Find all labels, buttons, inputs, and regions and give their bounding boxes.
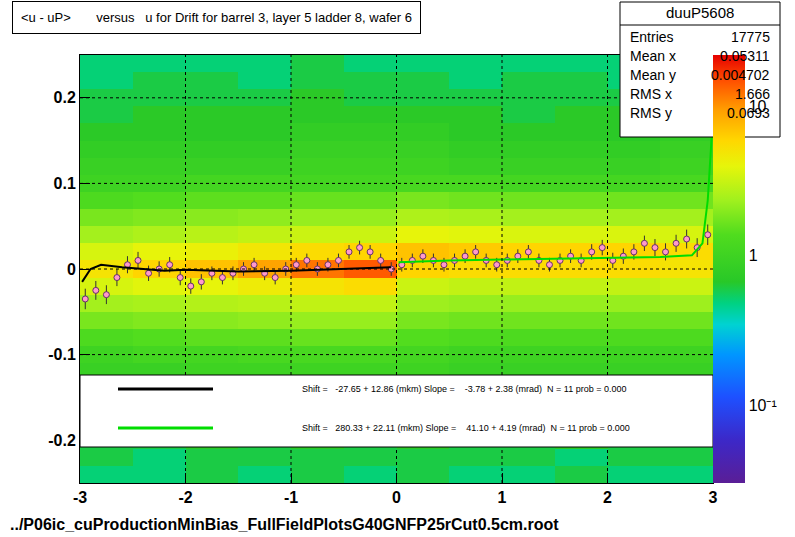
svg-text:Mean x: Mean x xyxy=(630,48,676,64)
svg-text:Mean y: Mean y xyxy=(630,67,676,83)
svg-text:17775: 17775 xyxy=(731,29,770,45)
svg-text:-3: -3 xyxy=(73,489,87,506)
svg-text:0: 0 xyxy=(392,489,401,506)
svg-text:<u - uP> versus u for: <u - uP> versus u for Drift for barrel 3… xyxy=(21,10,412,25)
svg-text:0.0693: 0.0693 xyxy=(727,105,770,121)
svg-text:1.666: 1.666 xyxy=(735,86,770,102)
svg-text:0: 0 xyxy=(67,261,76,278)
svg-text:-0.2: -0.2 xyxy=(48,432,76,449)
svg-text:duuP5608: duuP5608 xyxy=(666,4,734,21)
svg-text:../P06ic_cuProductionMinBias_F: ../P06ic_cuProductionMinBias_FullFieldPl… xyxy=(10,516,559,533)
svg-text:0.2: 0.2 xyxy=(54,89,76,106)
svg-text:Shift = 280.33 + 22.11 (mkm): Shift = 280.33 + 22.11 (mkm) Slope = 41.… xyxy=(302,423,630,433)
svg-text:-2: -2 xyxy=(178,489,192,506)
svg-text:10: 10 xyxy=(749,98,767,115)
svg-text:0.05311: 0.05311 xyxy=(720,48,770,64)
svg-text:1: 1 xyxy=(749,247,758,264)
svg-text:RMS x: RMS x xyxy=(630,86,672,102)
svg-text:0.004702: 0.004702 xyxy=(711,67,770,83)
svg-text:-0.1: -0.1 xyxy=(48,346,76,363)
svg-text:1: 1 xyxy=(498,489,507,506)
svg-text:RMS y: RMS y xyxy=(630,105,672,121)
svg-text:10⁻¹: 10⁻¹ xyxy=(749,397,777,414)
svg-text:3: 3 xyxy=(709,489,718,506)
svg-text:Shift = -27.65 + 12.86 (mkm): Shift = -27.65 + 12.86 (mkm) Slope = -3.… xyxy=(302,384,627,394)
svg-text:2: 2 xyxy=(603,489,612,506)
svg-text:0.1: 0.1 xyxy=(54,175,76,192)
svg-text:Entries: Entries xyxy=(630,29,674,45)
svg-text:-1: -1 xyxy=(284,489,298,506)
